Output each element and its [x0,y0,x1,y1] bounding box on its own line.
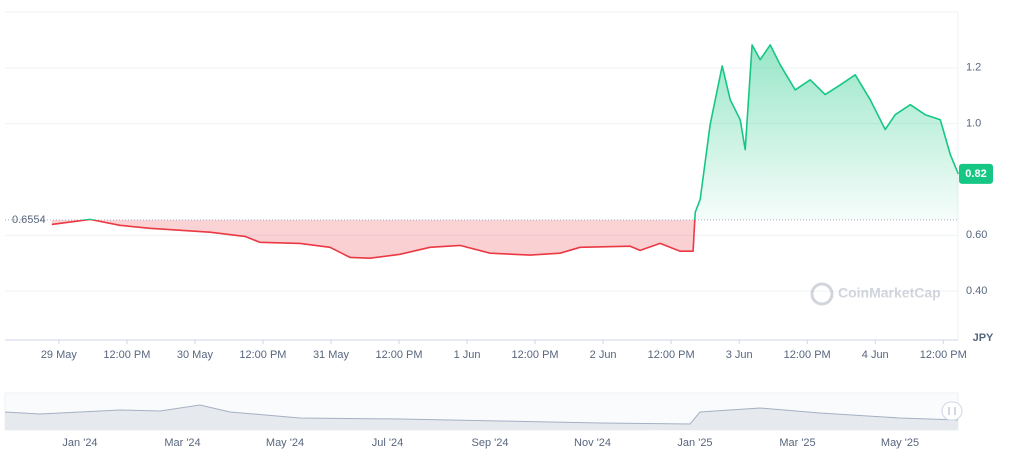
navigator-label: Sep '24 [472,437,509,449]
navigator-label: May '25 [881,437,919,449]
x-tick-label: 31 May [313,349,350,361]
navigator-label: May '24 [266,437,304,449]
navigator-handle[interactable] [941,401,963,421]
x-tick-label: 4 Jun [862,349,889,361]
x-tick-label: 12:00 PM [239,349,286,361]
navigator-line [4,404,959,425]
watermark: CoinMarketCap [810,282,941,306]
currency-label: JPY [973,332,994,344]
price-area [51,44,959,259]
navigator-area [5,405,958,430]
navigator-label: Nov '24 [574,437,611,449]
watermark-text: CoinMarketCap [838,285,941,301]
y-tick-label: 1.2 [966,62,981,74]
price-line [51,44,960,259]
x-tick-label: 12:00 PM [784,349,831,361]
plot [5,44,960,292]
y-tick-label: 0.60 [966,229,987,241]
watermark-logo [810,282,834,306]
navigator-label: Jan '24 [62,437,97,449]
x-tick-label: 12:00 PM [103,349,150,361]
x-tick-label: 2 Jun [590,349,617,361]
y-tick-label: 0.40 [966,285,987,297]
x-tick-label: 12:00 PM [512,349,559,361]
baseline-label: 0.6554 [12,214,46,226]
x-tick-label: 12:00 PM [920,349,967,361]
y-tick-label: 1.0 [966,118,981,130]
x-tick-label: 3 Jun [726,349,753,361]
navigator-label: Jan '25 [677,437,712,449]
navigator-label: Jul '24 [372,437,403,449]
x-tick-label: 12:00 PM [375,349,422,361]
x-tick-label: 29 May [41,349,78,361]
x-tick-label: 30 May [177,349,214,361]
price-tag [959,163,993,184]
x-tick-label: 1 Jun [454,349,481,361]
price-tag-label: 0.82 [965,168,986,180]
x-tick-label: 12:00 PM [648,349,695,361]
navigator-label: Mar '25 [779,437,815,449]
navigator-label: Mar '24 [164,437,200,449]
